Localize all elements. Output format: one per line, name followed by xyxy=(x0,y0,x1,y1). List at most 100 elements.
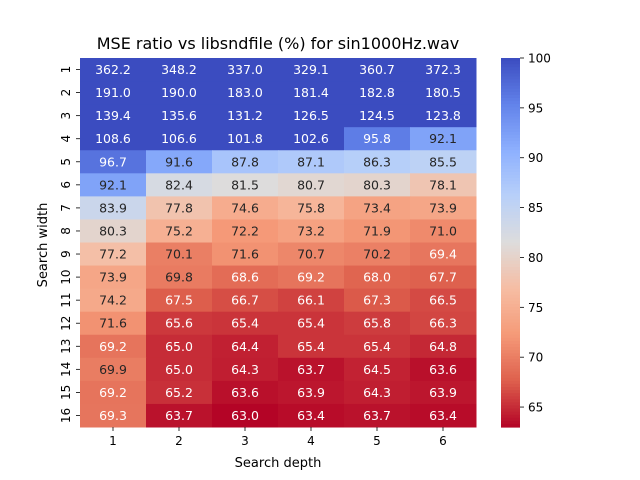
colorbar-segment xyxy=(501,347,520,351)
heatmap-cell xyxy=(410,242,477,267)
heatmap-cell xyxy=(344,311,411,336)
colorbar-segment xyxy=(501,119,520,124)
heatmap-cell xyxy=(344,380,411,405)
colorbar-segment xyxy=(501,405,520,410)
colorbar-segment xyxy=(501,104,520,108)
colorbar-segment xyxy=(501,187,520,191)
heatmap-cell xyxy=(212,265,279,290)
cell-value-label: 65.4 xyxy=(231,316,259,331)
y-tick-label: 13 xyxy=(59,339,73,354)
colorbar-segment xyxy=(501,141,520,145)
cell-value-label: 69.2 xyxy=(99,339,127,354)
colorbar-tick-label: 100 xyxy=(528,52,551,66)
heatmap-cell xyxy=(410,219,477,243)
colorbar-segment xyxy=(501,94,520,99)
cell-value-label: 372.3 xyxy=(425,62,461,77)
cell-value-label: 67.5 xyxy=(165,293,193,308)
cell-value-label: 124.5 xyxy=(359,108,395,123)
y-tick-label: 8 xyxy=(59,227,73,235)
colorbar-segment xyxy=(501,88,520,93)
heatmap-cell xyxy=(146,104,213,128)
heatmap-cell xyxy=(80,357,147,382)
colorbar-segment xyxy=(501,414,520,419)
heatmap-cell xyxy=(146,380,213,405)
y-tick-label: 4 xyxy=(59,135,73,143)
colorbar-tick-label: 90 xyxy=(528,151,543,165)
cell-value-label: 68.6 xyxy=(231,270,259,285)
colorbar-segment xyxy=(501,282,520,287)
colorbar-segment xyxy=(501,150,520,154)
cell-value-label: 360.7 xyxy=(359,62,395,77)
colorbar-segment xyxy=(501,340,520,345)
colorbar-segment xyxy=(501,291,520,296)
colorbar-segment xyxy=(501,393,520,397)
colorbar-segment xyxy=(501,61,520,65)
cell-value-label: 65.8 xyxy=(363,316,391,331)
cell-value-label: 87.1 xyxy=(297,154,325,169)
cell-value-label: 65.6 xyxy=(165,316,193,331)
heatmap-cell xyxy=(80,58,147,82)
heatmap-cell xyxy=(146,81,213,105)
cell-value-label: 70.1 xyxy=(165,247,193,262)
colorbar-segment xyxy=(501,260,520,265)
cell-value-label: 85.5 xyxy=(429,154,457,169)
cell-value-label: 65.4 xyxy=(297,316,325,331)
cell-value-label: 82.4 xyxy=(165,177,193,192)
heatmap-cell xyxy=(146,288,213,313)
colorbar-segment xyxy=(501,285,520,290)
cell-value-label: 131.2 xyxy=(227,108,263,123)
colorbar-segment xyxy=(501,313,520,317)
colorbar-segment xyxy=(501,101,520,105)
colorbar-segment xyxy=(501,168,520,173)
colorbar-segment xyxy=(501,365,520,370)
cell-value-label: 74.6 xyxy=(231,200,259,215)
chart-title: MSE ratio vs libsndfile (%) for sin1000H… xyxy=(97,34,460,53)
heatmap-cell xyxy=(344,265,411,290)
colorbar-segment xyxy=(501,137,520,142)
x-axis-ticks: 1 2 3 4 5 6 xyxy=(109,427,447,448)
heatmap-cell xyxy=(212,104,279,128)
colorbar-segment xyxy=(501,233,520,237)
colorbar-segment xyxy=(501,325,520,330)
colorbar-segment xyxy=(501,171,520,176)
colorbar-segment xyxy=(501,79,520,84)
colorbar-tick-label: 80 xyxy=(528,251,543,265)
heatmap-cell xyxy=(410,81,477,105)
colorbar-segment xyxy=(501,193,520,197)
colorbar-segment xyxy=(501,230,520,234)
heatmap-cell xyxy=(344,196,411,220)
colorbar-segment xyxy=(501,147,520,151)
heatmap-cell xyxy=(278,288,345,313)
colorbar-segment xyxy=(501,307,520,311)
heatmap-cell xyxy=(80,196,147,220)
colorbar-segment xyxy=(501,316,520,320)
heatmap-cell xyxy=(410,403,477,428)
colorbar-segment xyxy=(501,310,520,314)
cell-value-label: 135.6 xyxy=(161,108,197,123)
colorbar-segment xyxy=(501,390,520,394)
colorbar-segment xyxy=(501,174,520,179)
colorbar-segment xyxy=(501,73,520,78)
cell-value-label: 66.3 xyxy=(429,316,457,331)
heatmap-cell-labels: 362.2 348.2 337.0 329.1 360.7 372.3 191.0 190.0… xyxy=(95,62,461,423)
colorbar-segment xyxy=(501,377,520,382)
heatmap-cell xyxy=(278,403,345,428)
heatmap-cell xyxy=(278,173,345,197)
cell-value-label: 83.9 xyxy=(99,200,127,215)
heatmap-cells xyxy=(80,58,477,428)
cell-value-label: 63.7 xyxy=(297,362,325,377)
colorbar-segment xyxy=(501,208,520,213)
colorbar-segment xyxy=(501,368,520,373)
cell-value-label: 63.7 xyxy=(363,408,391,423)
cell-value-label: 75.2 xyxy=(165,223,193,238)
colorbar-segment xyxy=(501,113,520,118)
heatmap-cell xyxy=(146,311,213,336)
colorbar-segment xyxy=(501,125,520,130)
cell-value-label: 87.8 xyxy=(231,154,259,169)
cell-value-label: 71.9 xyxy=(363,223,391,238)
heatmap-cell xyxy=(146,334,213,359)
heatmap-cell xyxy=(278,219,345,243)
colorbar-segment xyxy=(501,64,520,68)
y-tick-label: 5 xyxy=(59,158,73,166)
